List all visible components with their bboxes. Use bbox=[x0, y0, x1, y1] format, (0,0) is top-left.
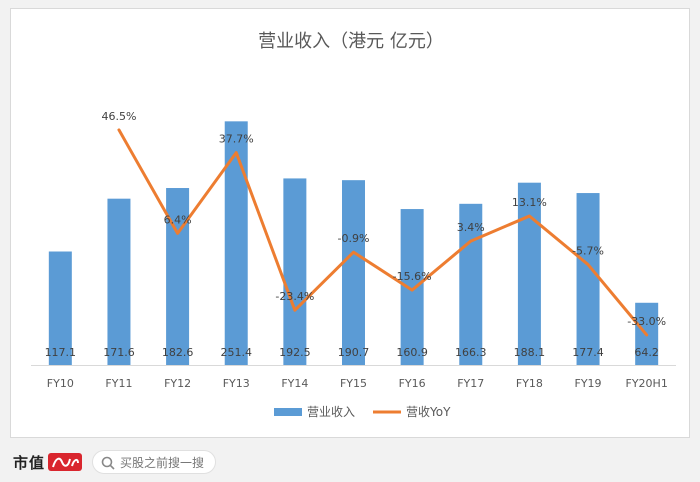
legend-swatch-revenue bbox=[274, 408, 302, 416]
revenue-chart: 营业收入（港元 亿元） 117.1 171.6 182.6 251.4 192.5 190.… bbox=[31, 31, 676, 419]
bar-FY16 bbox=[400, 209, 424, 365]
brand-logo[interactable]: 市值 bbox=[13, 451, 83, 473]
yoy-label-FY20H1: -33.0% bbox=[627, 315, 666, 328]
bar-FY10 bbox=[48, 251, 72, 365]
x-tick-FY18: FY18 bbox=[516, 377, 543, 390]
yoy-label-FY16: -15.6% bbox=[393, 270, 432, 283]
x-tick-FY15: FY15 bbox=[340, 377, 367, 390]
bar-label-FY11: 171.6 bbox=[103, 346, 135, 359]
chart-card: 营业收入（港元 亿元） 117.1 171.6 182.6 251.4 192.5 190.… bbox=[10, 8, 690, 438]
yoy-label-FY17: 3.4% bbox=[457, 221, 485, 234]
bar-label-FY12: 182.6 bbox=[162, 346, 194, 359]
brand-name: 市值 bbox=[13, 453, 46, 472]
legend-label-revenue: 营业收入 bbox=[307, 405, 355, 419]
x-tick-FY12: FY12 bbox=[164, 377, 191, 390]
bar-FY12 bbox=[166, 188, 190, 365]
x-tick-FY10: FY10 bbox=[47, 377, 74, 390]
x-tick-FY13: FY13 bbox=[223, 377, 250, 390]
search-icon bbox=[101, 455, 115, 470]
bar-label-FY20H1: 64.2 bbox=[634, 346, 659, 359]
legend-label-yoy: 营收YoY bbox=[406, 405, 451, 419]
yoy-line bbox=[117, 128, 649, 337]
search-input[interactable]: 买股之前搜一搜 bbox=[92, 450, 216, 474]
bar-FY18 bbox=[517, 182, 541, 365]
yoy-label-FY12: 6.4% bbox=[164, 213, 192, 226]
bar-label-FY17: 166.3 bbox=[455, 346, 487, 359]
x-tick-FY16: FY16 bbox=[399, 377, 426, 390]
bar-label-FY13: 251.4 bbox=[220, 346, 252, 359]
x-tick-FY17: FY17 bbox=[457, 377, 484, 390]
bar-FY13 bbox=[224, 121, 248, 365]
x-tick-FY20H1: FY20H1 bbox=[626, 377, 668, 390]
yoy-label-FY19: -5.7% bbox=[572, 245, 604, 258]
bar-label-FY14: 192.5 bbox=[279, 346, 311, 359]
bar-FY11 bbox=[107, 198, 131, 365]
bar-FY19 bbox=[576, 193, 600, 365]
x-tick-FY19: FY19 bbox=[575, 377, 602, 390]
chart-title: 营业收入（港元 亿元） bbox=[258, 31, 444, 52]
bar-FY15 bbox=[342, 180, 365, 365]
bar-label-FY16: 160.9 bbox=[396, 346, 428, 359]
yoy-label-FY18: 13.1% bbox=[512, 196, 547, 209]
yoy-label-FY11: 46.5% bbox=[101, 110, 136, 123]
x-tick-FY14: FY14 bbox=[281, 377, 308, 390]
bar-FY14 bbox=[283, 178, 307, 365]
x-tick-FY11: FY11 bbox=[105, 377, 132, 390]
yoy-label-FY14: -23.4% bbox=[275, 290, 314, 303]
bar-label-FY15: 190.7 bbox=[338, 346, 370, 359]
bar-label-FY18: 188.1 bbox=[514, 346, 546, 359]
brand-seal-icon bbox=[48, 453, 83, 471]
footer-bar: 市值 买股之前搜一搜 bbox=[0, 442, 700, 482]
yoy-label-FY15: -0.9% bbox=[338, 232, 370, 245]
yoy-label-FY13: 37.7% bbox=[219, 133, 254, 146]
bar-label-FY19: 177.4 bbox=[572, 346, 604, 359]
search-placeholder: 买股之前搜一搜 bbox=[120, 455, 205, 470]
bar-label-FY10: 117.1 bbox=[45, 346, 77, 359]
